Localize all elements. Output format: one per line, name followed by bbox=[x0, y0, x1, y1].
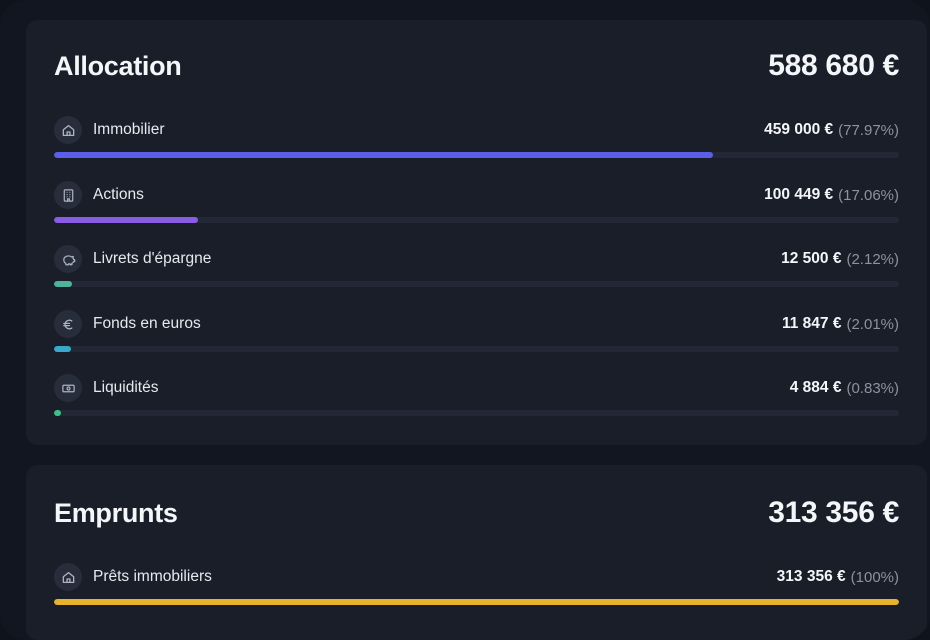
row-amount: 100 449 € bbox=[764, 186, 834, 203]
row-label: Liquidités bbox=[93, 379, 159, 396]
piggy-bank-icon bbox=[54, 245, 82, 273]
allocation-row-immobilier[interactable]: Immobilier 459 000 € (77.97%) bbox=[54, 115, 899, 163]
row-amount: 12 500 € bbox=[781, 250, 842, 267]
progress-track bbox=[54, 281, 899, 287]
row-label: Immobilier bbox=[93, 121, 165, 138]
allocation-row-liquidites[interactable]: Liquidités 4 884 € (0.83%) bbox=[54, 373, 899, 421]
row-amount: 313 356 € bbox=[776, 568, 846, 585]
loans-header: Emprunts 313 356 € bbox=[54, 495, 899, 531]
row-amount: 459 000 € bbox=[764, 121, 834, 138]
progress-track bbox=[54, 410, 899, 416]
allocation-header: Allocation 588 680 € bbox=[54, 48, 899, 84]
row-percentage: (17.06%) bbox=[838, 186, 899, 204]
allocation-row-fonds-euros[interactable]: Fonds en euros 11 847 € (2.01%) bbox=[54, 309, 899, 357]
allocation-total: 588 680 € bbox=[768, 49, 899, 82]
progress-fill bbox=[54, 410, 61, 416]
row-percentage: (2.12%) bbox=[846, 250, 899, 268]
row-amount: 11 847 € bbox=[781, 315, 842, 332]
row-percentage: (2.01%) bbox=[846, 315, 899, 333]
progress-fill bbox=[54, 281, 72, 287]
row-label: Livrets d'épargne bbox=[93, 250, 212, 267]
allocation-title: Allocation bbox=[54, 50, 182, 81]
building-icon bbox=[54, 181, 82, 209]
progress-track bbox=[54, 346, 899, 352]
loans-card: Emprunts 313 356 € Prêts immobiliers 313… bbox=[26, 465, 927, 640]
home-icon bbox=[54, 116, 82, 144]
row-percentage: (77.97%) bbox=[838, 121, 899, 139]
allocation-card: Allocation 588 680 € Immobilier 459 000 … bbox=[26, 20, 927, 445]
row-percentage: (0.83%) bbox=[846, 379, 899, 397]
row-label: Fonds en euros bbox=[93, 315, 201, 332]
row-label: Prêts immobiliers bbox=[93, 568, 212, 585]
row-percentage: (100%) bbox=[850, 568, 899, 586]
progress-track bbox=[54, 217, 899, 223]
progress-fill bbox=[54, 152, 713, 158]
loans-total: 313 356 € bbox=[768, 496, 899, 529]
progress-fill bbox=[54, 599, 899, 605]
progress-fill bbox=[54, 217, 198, 223]
euro-icon bbox=[54, 310, 82, 338]
row-amount: 4 884 € bbox=[789, 379, 842, 396]
row-label: Actions bbox=[93, 186, 144, 203]
progress-fill bbox=[54, 346, 71, 352]
allocation-row-actions[interactable]: Actions 100 449 € (17.06%) bbox=[54, 180, 899, 228]
loans-row-prets-immobiliers[interactable]: Prêts immobiliers 313 356 € (100%) bbox=[54, 562, 899, 610]
allocation-row-livrets[interactable]: Livrets d'épargne 12 500 € (2.12%) bbox=[54, 244, 899, 292]
progress-track bbox=[54, 599, 899, 605]
banknote-icon bbox=[54, 374, 82, 402]
progress-track bbox=[54, 152, 899, 158]
home-icon bbox=[54, 563, 82, 591]
loans-title: Emprunts bbox=[54, 497, 178, 528]
